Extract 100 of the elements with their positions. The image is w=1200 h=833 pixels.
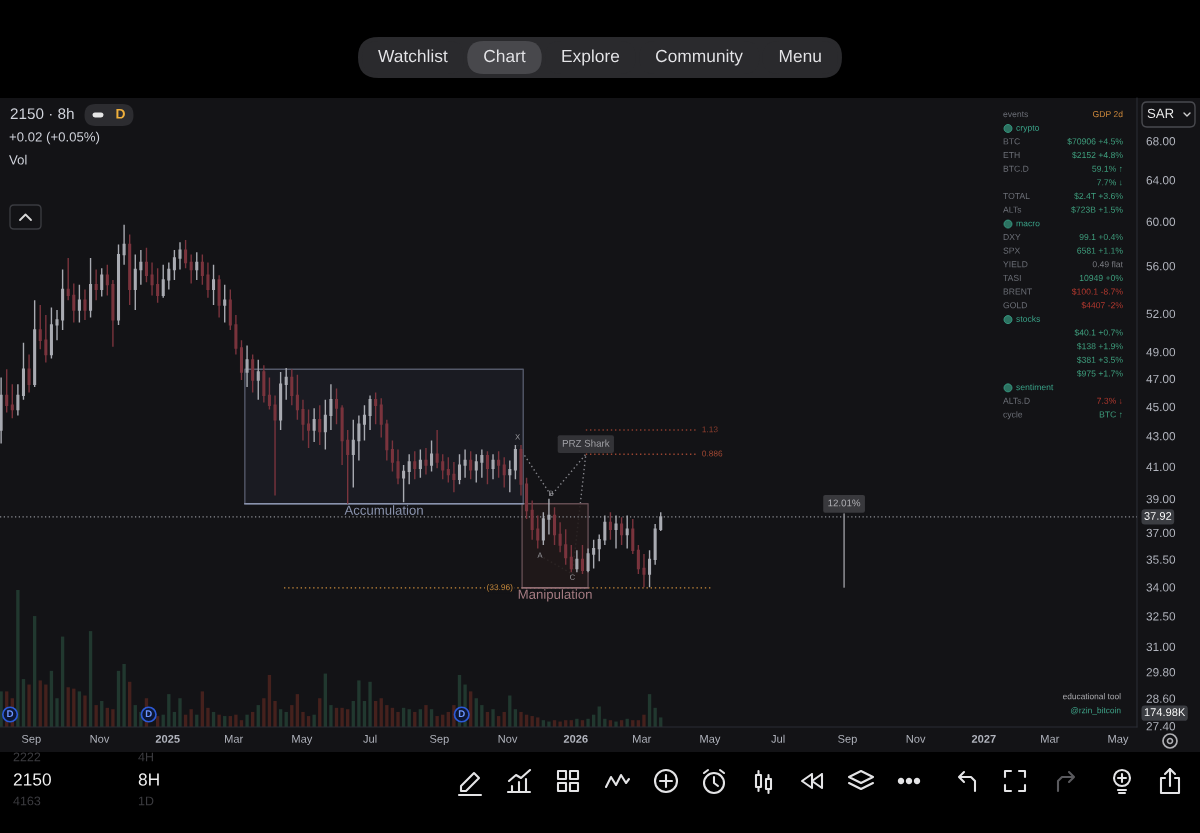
text: $723B +1.5% [1071,206,1123,214]
data-label: (33.96) [487,584,513,592]
series-label: 12.01% [828,499,861,507]
category-label: SPX [1003,247,1021,254]
category-label: sentiment [1016,383,1054,391]
text: 7.7% ↓ [1097,179,1122,186]
category-label: Menu [779,50,821,63]
text: $100.1 -8.7% [1071,288,1123,296]
text: 1D [138,796,154,806]
x-tick-label: Jul [363,734,377,743]
y-tick-label: 39.00 [1146,494,1176,504]
y-tick-label: 43.00 [1146,432,1176,441]
category-label: Explore [562,49,620,66]
text: 2150 [13,773,51,786]
text: $2152 +4.8% [1072,151,1123,159]
y-tick-label: 32.50 [1146,612,1176,621]
y-tick-label: 28.60 [1146,694,1176,703]
y-tick-label: 29.80 [1146,668,1176,677]
x-tick-label: May [700,735,721,745]
y-tick-label: 37.00 [1146,528,1176,538]
x-tick-label: Mar [633,735,652,743]
ref-line-label: 37.92 [1144,512,1172,520]
text: GDP 2d [1092,110,1123,118]
y-tick-label: 52.00 [1146,309,1176,319]
x-tick-label: May [292,735,313,745]
text: $975 +1.7% [1076,370,1123,378]
annotation: D [458,710,465,718]
y-tick-label: 64.00 [1146,176,1176,185]
text: $381 +3.5% [1076,356,1123,364]
category-label: DXY [1003,234,1021,240]
category-label: BTC.D [1003,165,1029,172]
text: 6581 +1.1% [1077,247,1123,254]
text: 7.3% ↓ [1097,397,1122,405]
annotation: @rzin_bitcoin [1071,707,1121,715]
category-label: events [1003,111,1029,118]
text: 59.1% ↑ [1092,165,1122,172]
y-tick-label: 31.00 [1146,642,1176,651]
category-label: BRENT [1003,288,1032,295]
text: 4163 [13,796,41,806]
category-label: macro [1016,221,1040,227]
x-tick-label: Sep [429,734,449,745]
y-tick-label: 49.00 [1146,347,1176,357]
x-tick-label: Mar [1041,735,1060,743]
text: BTC ↑ [1099,411,1122,418]
x-tick-label: 2026 [563,734,588,743]
annotation: D [116,109,125,119]
y-tick-label: 47.00 [1146,374,1176,384]
series-label: 1.13 [702,426,718,433]
text: 8H [138,773,159,786]
annotation: educational tool [1062,693,1121,700]
text: +0.02 (+0.05%) [9,131,100,145]
annotation: D [7,710,14,718]
x-tick-label: Nov [906,735,926,743]
y-tick-label: 56.00 [1146,262,1176,271]
y-tick-label: 41.00 [1146,462,1176,472]
y-tick-label: 35.50 [1146,555,1176,564]
x-tick-label: Nov [498,735,518,743]
series-label: Manipulation [518,589,592,602]
x-tick-label: 2025 [155,734,180,743]
x-tick-label: Mar [225,735,244,743]
text: 174.98K [1144,708,1186,717]
category-label: ETH [1003,152,1020,159]
annotation: D [145,710,152,718]
text: 0.49 flat [1092,260,1123,268]
text: 10949 +0% [1079,274,1123,281]
category-label: Chart [484,49,526,63]
text: 2222 [13,752,41,762]
text: $138 +1.9% [1076,342,1123,350]
category-label: ALTs.D [1003,397,1030,404]
text: $40.1 +0.7% [1074,329,1123,337]
x-tick-label: 2027 [971,734,996,743]
x-tick-label: May [1108,735,1129,745]
x-tick-label: Nov [90,735,110,743]
series-label: Accumulation [344,505,423,515]
text: $70906 +4.5% [1067,137,1123,145]
x-tick-label: Sep [21,734,41,745]
series-label: PRZ Shark [562,439,610,447]
category-label: cycle [1003,411,1023,420]
chart-title: Vol [9,154,27,165]
text: 4H [138,752,153,762]
text: $2.4T +3.6% [1074,192,1123,200]
text: SAR [1147,108,1174,119]
category-label: BTC [1003,138,1020,145]
category-label: YIELD [1003,261,1028,268]
category-label: crypto [1016,125,1040,133]
text: $4407 -2% [1081,301,1123,309]
x-tick-label: Sep [838,734,857,745]
category-label: TOTAL [1003,192,1030,200]
category-label: ALTs [1003,206,1022,213]
category-label: Community [656,49,743,66]
y-tick-label: 45.00 [1146,402,1176,412]
category-label: Watchlist [378,49,448,63]
category-label: TASI [1003,274,1021,281]
y-tick-label: 68.00 [1146,137,1176,146]
text: 2150 · 8h [10,107,74,120]
x-tick-label: Jul [771,734,785,743]
y-tick-label: 60.00 [1146,217,1176,226]
y-tick-label: 27.40 [1146,722,1176,731]
category-label: stocks [1016,315,1041,322]
y-tick-label: 34.00 [1146,583,1176,592]
